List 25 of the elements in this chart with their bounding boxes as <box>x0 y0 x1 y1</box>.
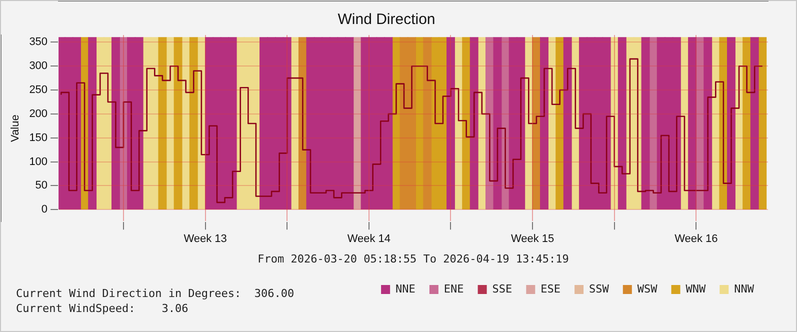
legend-label: NNW <box>734 282 754 296</box>
x-axis-title: From 2026-03-20 05:18:55 To 2026-04-19 13:45:19 <box>258 252 569 266</box>
y-tick-label: 50 <box>35 180 48 192</box>
legend-label: ENE <box>444 282 464 296</box>
y-tick-label: 150 <box>29 132 48 144</box>
y-axis-title: Value <box>10 114 22 142</box>
legend-label: WNW <box>686 282 706 296</box>
y-tick-label: 200 <box>29 108 48 120</box>
y-tick-label: 250 <box>29 84 48 96</box>
y-tick-label: 0 <box>41 204 48 216</box>
legend-label: WSW <box>637 282 658 296</box>
y-tick-label: 350 <box>29 36 48 48</box>
text: Current WindSpeed: 3.06 <box>16 301 190 316</box>
chart-title: Wind Direction <box>338 11 436 28</box>
y-tick-label: 100 <box>29 156 48 168</box>
x-tick-label: Week 14 <box>347 233 391 246</box>
y-tick-label: 300 <box>29 60 48 72</box>
text: Current Wind Direction in Degrees: 306.00 <box>16 287 294 300</box>
x-tick-label: Week 16 <box>674 233 718 246</box>
legend-label: SSW <box>589 282 610 296</box>
legend-label: NNE <box>396 282 416 296</box>
legend-label: ESE <box>540 282 561 296</box>
legend-label: SSE <box>492 282 512 296</box>
x-tick-label: Week 13 <box>184 233 227 246</box>
x-tick-label: Week 15 <box>510 233 554 246</box>
